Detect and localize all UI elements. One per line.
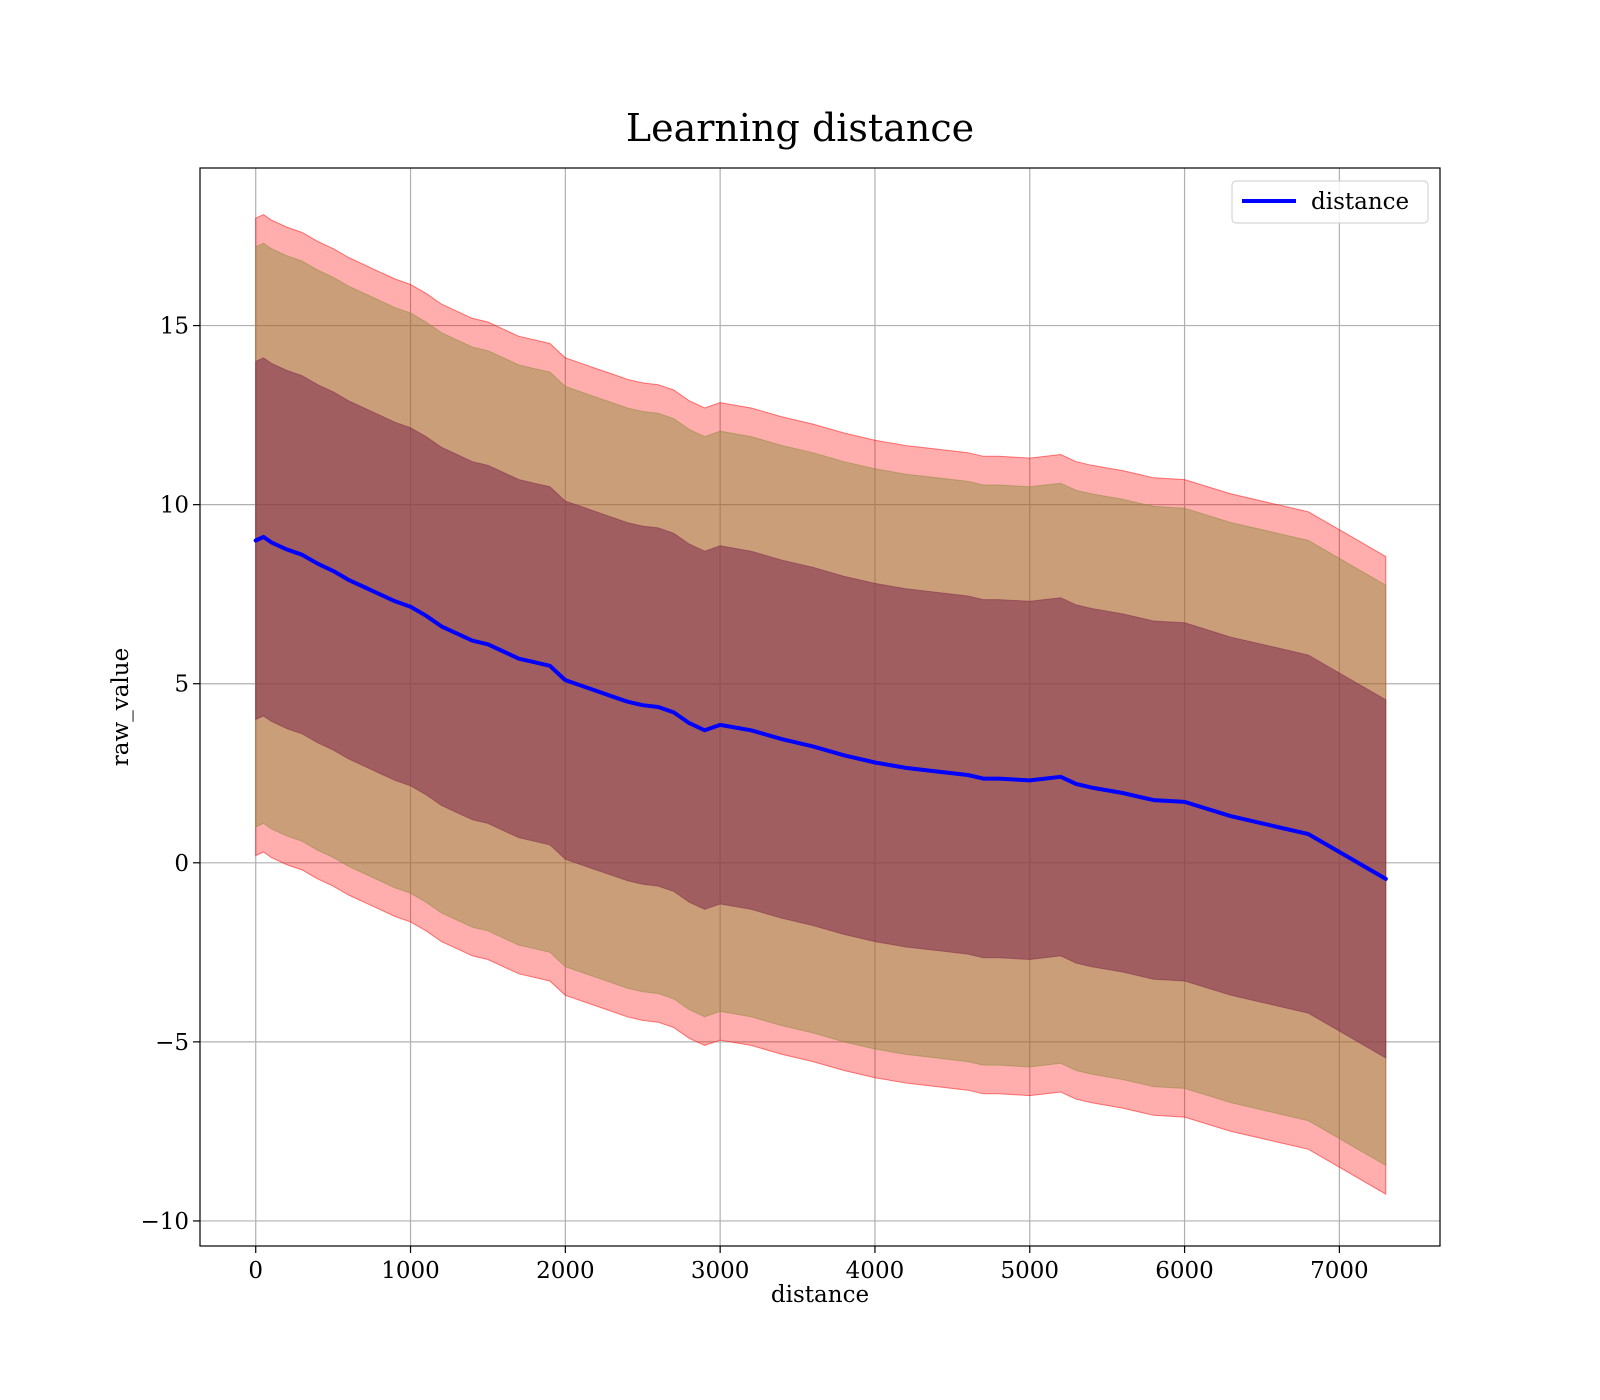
series-line-layer: [253, 534, 1388, 881]
y-tick-label: −10: [140, 1209, 189, 1235]
x-axis-label: distance: [771, 1282, 869, 1308]
x-tick-label: 4000: [846, 1258, 905, 1284]
x-tick-label: 1000: [381, 1258, 440, 1284]
series-line-distance: [253, 534, 1388, 881]
chart-title: Learning distance: [626, 106, 974, 150]
legend: distance: [1231, 180, 1429, 224]
x-tick-label: 3000: [691, 1258, 750, 1284]
y-tick-label: 0: [174, 851, 189, 877]
y-axis-label: raw_value: [108, 648, 134, 766]
confidence-bands: [255, 214, 1387, 1195]
y-tick-label: 5: [174, 672, 189, 698]
x-tick-label: 0: [248, 1258, 263, 1284]
x-tick-label: 5000: [1000, 1258, 1059, 1284]
plot-frame: [199, 167, 1441, 1247]
y-tick-label: 15: [160, 314, 189, 340]
y-tick-label: 10: [160, 493, 189, 519]
x-tick-label: 6000: [1155, 1258, 1214, 1284]
legend-label-distance: distance: [1311, 189, 1409, 215]
legend-box: [1231, 180, 1429, 224]
x-tick-label: 7000: [1310, 1258, 1369, 1284]
x-tick-label: 2000: [536, 1258, 595, 1284]
y-tick-label: −5: [155, 1030, 189, 1056]
y-axis-ticks: −10 −5 0 5 10 15: [140, 314, 200, 1235]
band-inner: [255, 357, 1387, 1059]
x-axis-ticks: 0 1000 2000 3000 4000 5000 6000 7000: [248, 1246, 1369, 1284]
